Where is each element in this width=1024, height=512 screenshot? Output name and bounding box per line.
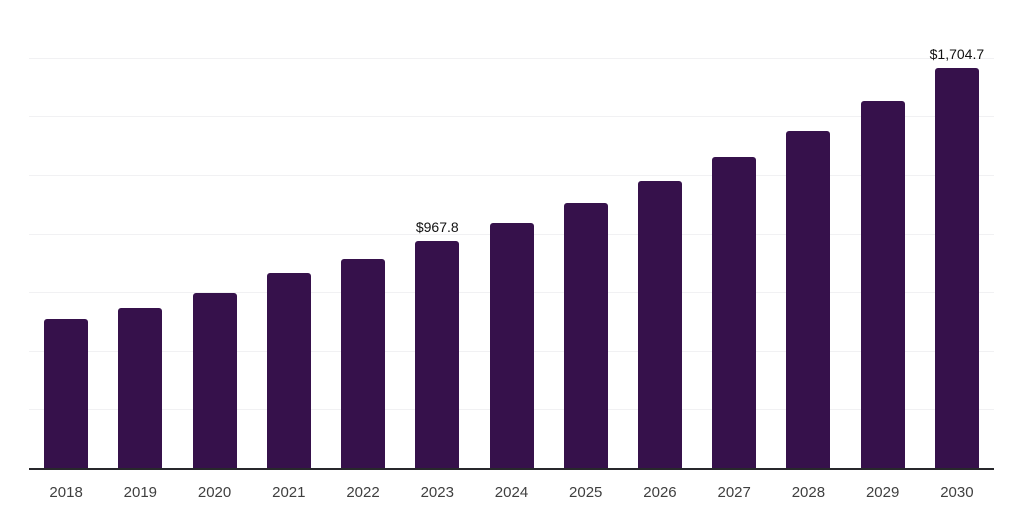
x-tick-label-2018: 2018 [49,484,83,501]
bar-2020 [192,293,237,468]
bar-2030 [934,68,979,468]
bar-2018 [44,319,89,468]
x-tick-label-2029: 2029 [865,484,900,501]
x-tick-label-2019: 2019 [123,484,158,501]
bar-2024 [489,223,534,468]
bar-2026 [637,181,682,468]
bar-2029 [860,100,905,468]
bar-2019 [118,308,163,468]
x-tick-label-2027: 2027 [717,484,751,501]
bar-2027 [712,157,757,468]
bar-2028 [786,131,831,468]
bar-2021 [266,273,311,468]
x-tick-label-2025: 2025 [569,484,603,501]
x-tick-label-2028: 2028 [791,484,826,501]
x-tick-label-2021: 2021 [272,484,306,501]
gridline [29,174,994,176]
x-tick-label-2024: 2024 [494,484,529,501]
bar-value-label-2030: $1,704.7 [929,46,985,63]
x-tick-label-2022: 2022 [346,484,380,501]
x-tick-label-2020: 2020 [197,484,232,501]
bar-2025 [563,203,608,468]
x-tick-label-2023: 2023 [420,484,454,501]
x-tick-label-2026: 2026 [643,484,677,501]
x-tick-label-2030: 2030 [940,484,974,501]
plot-area: $967.8 $1,704.7 [29,1,994,470]
gridline [29,116,994,118]
gridline [29,57,994,59]
bar-2023 [415,241,460,468]
x-axis-labels: 2018 2019 2020 2021 2022 2023 2024 2025 2026 2027… [29,484,994,506]
bar-value-label-2023: $967.8 [415,219,459,236]
bar-2022 [341,259,386,468]
